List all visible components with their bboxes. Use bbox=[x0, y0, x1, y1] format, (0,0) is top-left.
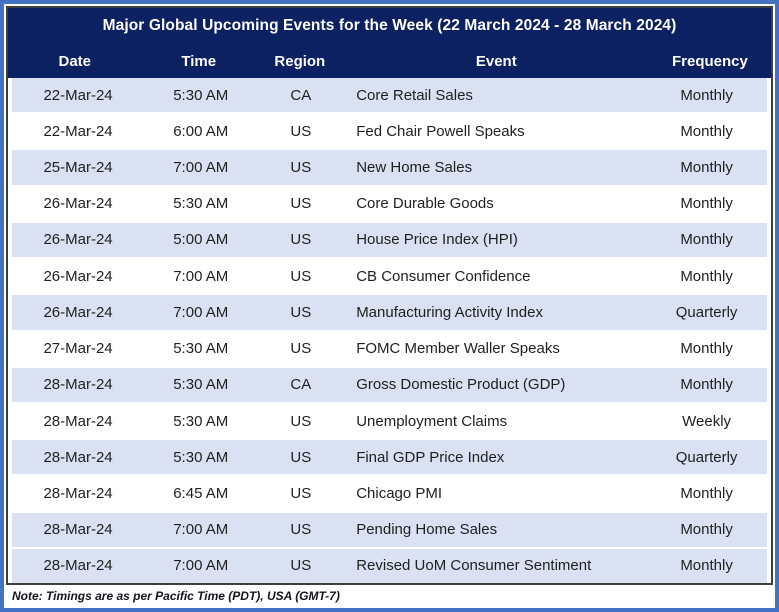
cell-date: 26-Mar-24 bbox=[43, 267, 113, 285]
cell-time: 5:30 AM bbox=[173, 376, 229, 394]
cell-frequency: Quarterly bbox=[675, 303, 738, 321]
table-row: 27-Mar-24 5:30 AM US FOMC Member Waller … bbox=[12, 331, 767, 368]
cell-region: US bbox=[290, 340, 312, 358]
cell-event: Chicago PMI bbox=[356, 485, 443, 503]
cell-date: 26-Mar-24 bbox=[43, 231, 113, 249]
table-row: 28-Mar-24 5:30 AM CA Gross Domestic Prod… bbox=[12, 367, 767, 404]
table-title-bar: Major Global Upcoming Events for the Wee… bbox=[8, 8, 771, 44]
cell-time: 5:00 AM bbox=[173, 231, 229, 249]
cell-event: Unemployment Claims bbox=[356, 412, 508, 430]
table-body: 22-Mar-24 5:30 AM CA Core Retail Sales M… bbox=[8, 78, 771, 583]
cell-date: 26-Mar-24 bbox=[43, 195, 113, 213]
cell-event: FOMC Member Waller Speaks bbox=[356, 340, 560, 358]
cell-time: 7:00 AM bbox=[173, 267, 229, 285]
cell-frequency: Monthly bbox=[680, 376, 733, 394]
table-row: 22-Mar-24 5:30 AM CA Core Retail Sales M… bbox=[12, 78, 767, 115]
table-row: 22-Mar-24 6:00 AM US Fed Chair Powell Sp… bbox=[12, 114, 767, 151]
column-header-region: Region bbox=[274, 52, 326, 70]
table-row: 28-Mar-24 5:30 AM US Final GDP Price Ind… bbox=[12, 440, 767, 477]
cell-date: 27-Mar-24 bbox=[43, 340, 113, 358]
table-row: 26-Mar-24 5:30 AM US Core Durable Goods … bbox=[12, 186, 767, 223]
cell-date: 25-Mar-24 bbox=[43, 159, 113, 177]
cell-frequency: Monthly bbox=[680, 267, 733, 285]
table-row: 28-Mar-24 5:30 AM US Unemployment Claims… bbox=[12, 403, 767, 441]
cell-region: US bbox=[290, 231, 312, 249]
cell-frequency: Monthly bbox=[680, 521, 733, 539]
column-header-frequency: Frequency bbox=[671, 52, 748, 70]
cell-frequency: Monthly bbox=[680, 340, 733, 358]
cell-region: US bbox=[290, 557, 312, 575]
table-row: 25-Mar-24 7:00 AM US New Home Sales Mont… bbox=[12, 150, 767, 187]
column-header-time: Time bbox=[181, 52, 217, 70]
cell-region: CA bbox=[290, 376, 312, 394]
cell-region: US bbox=[290, 122, 312, 140]
table-row: 26-Mar-24 7:00 AM US CB Consumer Confide… bbox=[12, 259, 767, 296]
table-row: 28-Mar-24 7:00 AM US Pending Home Sales … bbox=[12, 512, 767, 549]
cell-date: 28-Mar-24 bbox=[43, 485, 113, 503]
cell-time: 6:45 AM bbox=[173, 485, 229, 503]
table-title: Major Global Upcoming Events for the Wee… bbox=[102, 17, 677, 34]
cell-event: Core Retail Sales bbox=[356, 86, 473, 104]
cell-event: Revised UoM Consumer Sentiment bbox=[356, 557, 592, 575]
cell-date: 26-Mar-24 bbox=[43, 303, 113, 321]
cell-region: US bbox=[290, 448, 312, 466]
cell-frequency: Monthly bbox=[680, 122, 733, 140]
table-row: 26-Mar-24 5:00 AM US House Price Index (… bbox=[12, 222, 767, 260]
cell-event: Core Durable Goods bbox=[356, 195, 494, 213]
cell-region: US bbox=[290, 195, 312, 213]
cell-region: US bbox=[290, 267, 312, 285]
cell-frequency: Monthly bbox=[680, 195, 733, 213]
cell-time: 5:30 AM bbox=[173, 412, 229, 430]
footnote-bar: Note: Timings are as per Pacific Time (P… bbox=[6, 585, 773, 606]
cell-event: CB Consumer Confidence bbox=[356, 267, 531, 285]
cell-event: Fed Chair Powell Speaks bbox=[356, 122, 525, 140]
cell-region: US bbox=[290, 303, 312, 321]
cell-frequency: Monthly bbox=[680, 159, 733, 177]
cell-date: 28-Mar-24 bbox=[43, 448, 113, 466]
cell-time: 7:00 AM bbox=[173, 557, 229, 575]
cell-region: CA bbox=[290, 86, 312, 104]
table-row: 28-Mar-24 7:00 AM US Revised UoM Consume… bbox=[12, 548, 767, 583]
table-row: 28-Mar-24 6:45 AM US Chicago PMI Monthly bbox=[12, 476, 767, 513]
cell-region: US bbox=[290, 159, 312, 177]
table-header-row: Date Time Region Event Frequency bbox=[8, 44, 771, 78]
column-header-date: Date bbox=[58, 52, 92, 70]
cell-event: Gross Domestic Product (GDP) bbox=[356, 376, 566, 394]
cell-date: 22-Mar-24 bbox=[43, 86, 113, 104]
table-row: 26-Mar-24 7:00 AM US Manufacturing Activ… bbox=[12, 295, 767, 332]
cell-time: 5:30 AM bbox=[173, 448, 229, 466]
cell-time: 7:00 AM bbox=[173, 303, 229, 321]
cell-time: 7:00 AM bbox=[173, 521, 229, 539]
cell-frequency: Weekly bbox=[682, 412, 732, 430]
cell-frequency: Monthly bbox=[680, 485, 733, 503]
footnote-text: Note: Timings are as per Pacific Time (P… bbox=[12, 588, 340, 603]
events-table-panel: Major Global Upcoming Events for the Wee… bbox=[6, 6, 773, 585]
cell-frequency: Quarterly bbox=[675, 448, 738, 466]
cell-event: Manufacturing Activity Index bbox=[356, 303, 543, 321]
cell-date: 28-Mar-24 bbox=[43, 557, 113, 575]
cell-frequency: Monthly bbox=[680, 231, 733, 249]
cell-event: New Home Sales bbox=[356, 159, 473, 177]
cell-region: US bbox=[290, 521, 312, 539]
cell-time: 5:30 AM bbox=[173, 340, 229, 358]
cell-date: 28-Mar-24 bbox=[43, 521, 113, 539]
cell-event: Pending Home Sales bbox=[356, 521, 498, 539]
cell-frequency: Monthly bbox=[680, 557, 733, 575]
cell-region: US bbox=[290, 412, 312, 430]
cell-time: 5:30 AM bbox=[173, 86, 229, 104]
column-header-event: Event bbox=[475, 52, 517, 70]
cell-time: 6:00 AM bbox=[173, 122, 229, 140]
cell-date: 28-Mar-24 bbox=[43, 376, 113, 394]
cell-region: US bbox=[290, 485, 312, 503]
cell-event: Final GDP Price Index bbox=[356, 448, 505, 466]
cell-date: 22-Mar-24 bbox=[43, 122, 113, 140]
cell-frequency: Monthly bbox=[680, 86, 733, 104]
cell-time: 5:30 AM bbox=[173, 195, 229, 213]
cell-date: 28-Mar-24 bbox=[43, 412, 113, 430]
cell-time: 7:00 AM bbox=[173, 159, 229, 177]
cell-event: House Price Index (HPI) bbox=[356, 231, 518, 249]
